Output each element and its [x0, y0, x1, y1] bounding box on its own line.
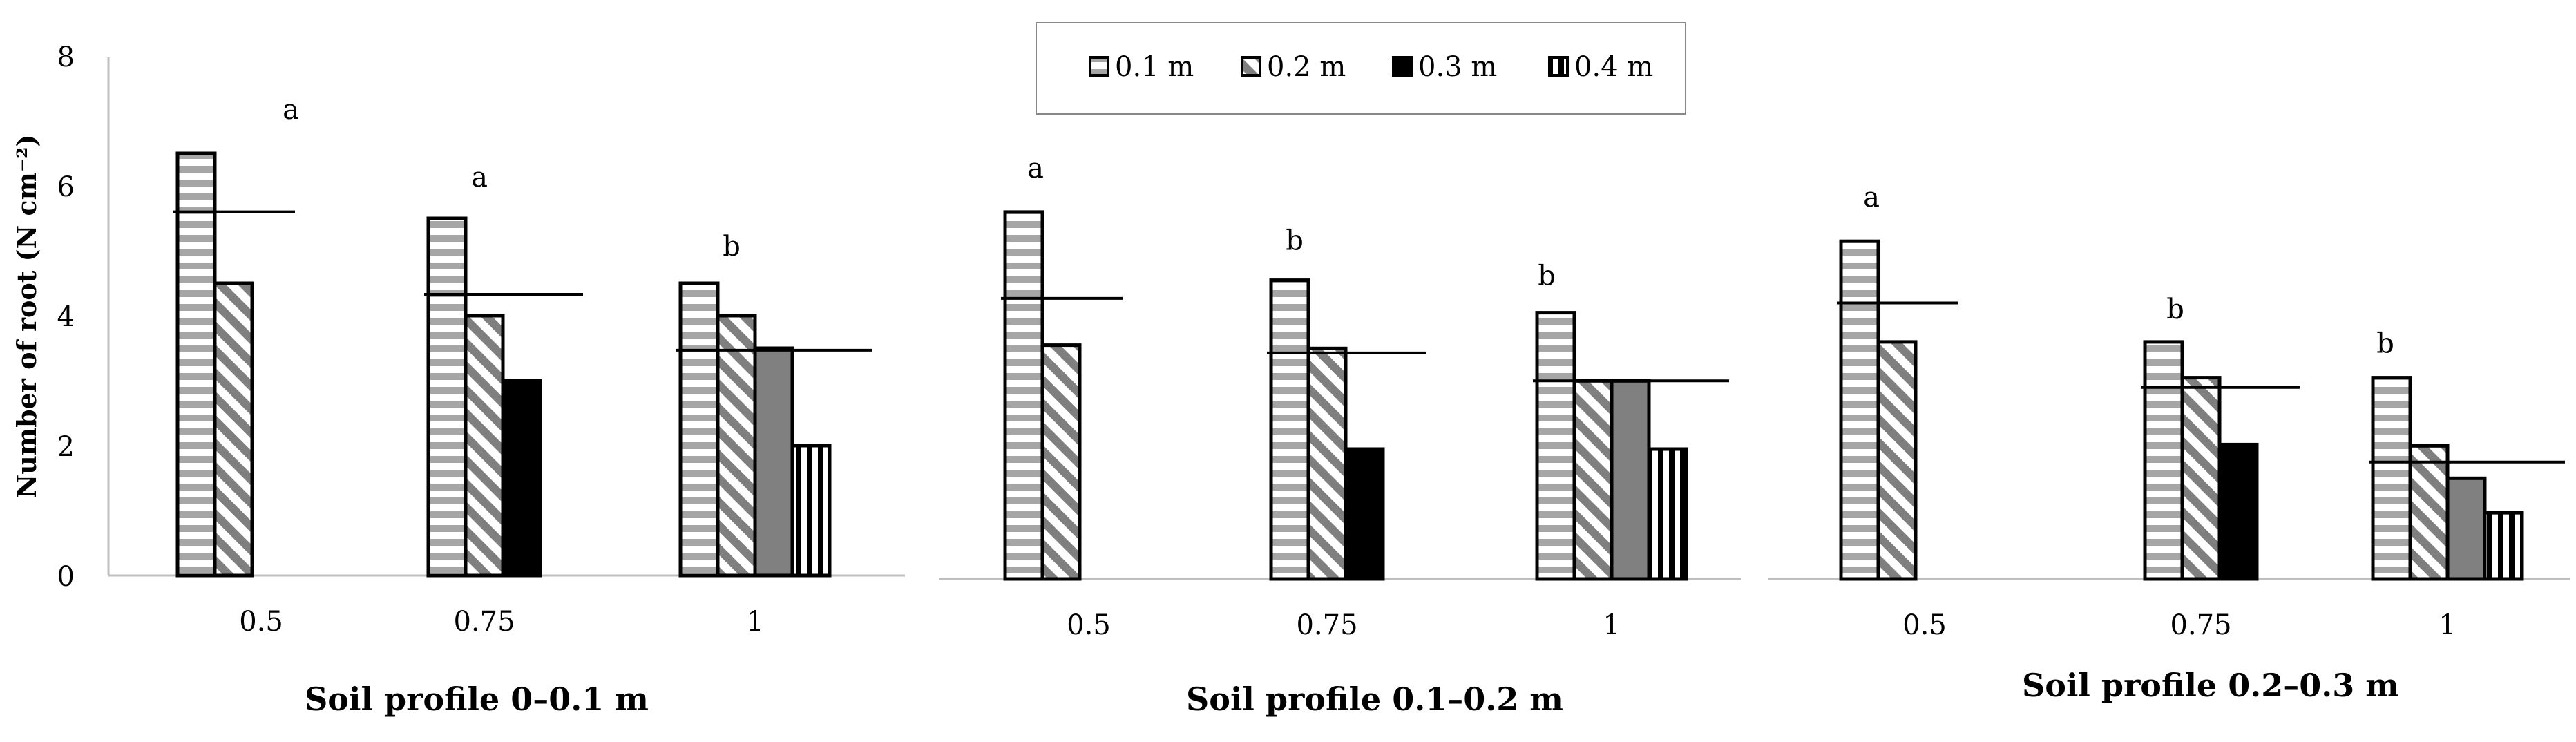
- bar-03m: [753, 346, 794, 578]
- legend-swatch-03: [1392, 56, 1413, 77]
- bar-01m: [426, 216, 468, 578]
- panel-title-1: Soil profile 0–0.1 m: [305, 681, 649, 718]
- bar-02m: [2180, 376, 2222, 581]
- bar-02m: [2408, 444, 2450, 581]
- bar-01m: [1535, 311, 1576, 581]
- y-tick-label: 6: [57, 171, 75, 203]
- bar-02m: [1306, 346, 1348, 581]
- x-tick-label: 0.5: [1067, 609, 1111, 641]
- bar-03m: [1610, 379, 1651, 581]
- bar-01m: [2143, 340, 2184, 581]
- panel-title-2: Soil profile 0.1–0.2 m: [1186, 681, 1563, 718]
- bar-02m: [716, 314, 757, 578]
- x-tick-label: 1: [2439, 609, 2456, 641]
- significance-letter: b: [723, 231, 741, 263]
- panel-title-3: Soil profile 0.2–0.3 m: [2022, 667, 2399, 704]
- bar-04m: [1647, 447, 1688, 581]
- legend-swatch-02: [1241, 56, 1261, 77]
- bar-02m: [464, 314, 505, 578]
- bar-03m: [501, 379, 542, 578]
- x-tick-label: 0.5: [1902, 609, 1947, 641]
- y-axis: 8 6 4 2 0 Number of root (N cm⁻²): [11, 41, 110, 593]
- bar-01m: [1839, 239, 1880, 581]
- legend-swatch-04: [1548, 56, 1569, 77]
- significance-letter: a: [471, 162, 488, 193]
- bar-02m: [1572, 379, 1614, 581]
- bar-04m: [2483, 511, 2524, 581]
- bar-03m: [2217, 442, 2259, 581]
- bar-01m: [2371, 376, 2412, 581]
- legend-label-02: 0.2 m: [1267, 51, 1346, 83]
- y-tick-label: 0: [57, 561, 75, 593]
- y-tick-label: 2: [57, 431, 75, 463]
- bar-04m: [790, 444, 832, 578]
- significance-letter: b: [1538, 260, 1556, 292]
- significance-letter: a: [1027, 153, 1044, 184]
- legend-box: [1036, 22, 1686, 115]
- bar-03m: [2445, 476, 2487, 581]
- significance-letter: a: [283, 94, 299, 126]
- y-tick-label: 4: [57, 301, 75, 333]
- plot-area: a 0.5 a 0.75 b 1 a 0.5 b 0.75 b 1 a 0.5 b 0.75 b 1: [108, 94, 2570, 641]
- x-tick-label: 0.5: [239, 606, 283, 638]
- y-axis-title: Number of root (N cm⁻²): [11, 135, 42, 499]
- significance-letter: b: [2166, 294, 2184, 325]
- x-tick-label: 1: [1603, 609, 1620, 641]
- legend: 0.1 m 0.2 m 0.3 m 0.4 m: [1036, 22, 1686, 115]
- x-tick-label: 0.75: [453, 606, 515, 638]
- significance-letter: b: [1286, 225, 1304, 257]
- bar-01m: [678, 281, 720, 578]
- bar-03m: [1344, 447, 1385, 581]
- bar-02m: [1040, 343, 1082, 581]
- bar-02m: [213, 281, 254, 578]
- x-tick-label: 0.75: [1296, 609, 1357, 641]
- y-tick-label: 8: [57, 41, 75, 73]
- bar-02m: [1876, 340, 1918, 581]
- legend-swatch-01: [1089, 56, 1109, 77]
- significance-letter: b: [2376, 328, 2394, 360]
- bar-01m: [1003, 210, 1044, 581]
- legend-label-03: 0.3 m: [1418, 51, 1497, 83]
- bar-01m: [175, 151, 217, 578]
- x-tick-label: 1: [746, 606, 763, 638]
- bar-01m: [1269, 278, 1310, 581]
- x-tick-label: 0.75: [2170, 609, 2231, 641]
- legend-label-04: 0.4 m: [1574, 51, 1653, 83]
- legend-label-01: 0.1 m: [1115, 51, 1194, 83]
- significance-letter: a: [1863, 182, 1880, 213]
